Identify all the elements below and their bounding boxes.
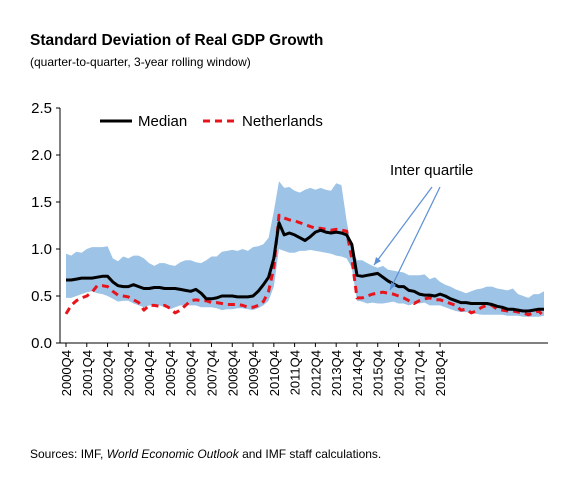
legend-median-label: Median — [138, 113, 187, 130]
interquartile-band — [66, 181, 544, 317]
x-tick-label: 2000Q4 — [59, 350, 74, 396]
x-tick-label: 2017Q4 — [412, 350, 427, 396]
series-lines — [64, 213, 546, 318]
x-tick-label: 2016Q4 — [392, 350, 407, 396]
x-tick-labels: 2000Q4 2001Q4 2002Q4 2003Q4 2004Q4 2005Q4 2006… — [59, 343, 448, 396]
x-tick-label: 2009Q4 — [246, 350, 261, 396]
annotation-arrowhead-1 — [374, 257, 381, 265]
x-tick-label: 2015Q4 — [371, 350, 386, 396]
y-tick-label: 1.0 — [31, 241, 52, 258]
y-tick-label: 0.0 — [31, 335, 52, 352]
source-italic: World Economic Outlook — [106, 447, 239, 461]
annotation-arrowhead-2 — [390, 282, 396, 290]
legend: Median Netherlands — [100, 113, 323, 130]
chart-subtitle: (quarter-to-quarter, 3-year rolling wind… — [30, 55, 251, 69]
interquartile-annotation: Inter quartile — [373, 162, 473, 291]
x-axis: 2000Q4 2001Q4 2002Q4 2003Q4 2004Q4 2005Q4 2006… — [59, 342, 548, 396]
source-suffix: and IMF staff calculations. — [238, 447, 382, 461]
x-tick-label: 2018Q4 — [433, 350, 448, 396]
x-tick-label: 2013Q4 — [329, 350, 344, 396]
y-tick-label: 2.5 — [31, 100, 52, 117]
y-tick-label: 0.5 — [31, 288, 52, 305]
x-tick-label: 2003Q4 — [121, 350, 136, 396]
chart-title: Standard Deviation of Real GDP Growth — [30, 32, 324, 49]
annotation-arrow-2 — [389, 186, 441, 291]
x-tick-label: 2005Q4 — [163, 350, 178, 396]
x-tick-label: 2011Q4 — [288, 350, 303, 395]
netherlands-series-line — [64, 213, 546, 318]
y-tick-label: 2.0 — [31, 147, 52, 164]
x-tick-label: 2006Q4 — [184, 350, 199, 396]
median-series-line — [66, 221, 544, 313]
x-tick-label: 2012Q4 — [308, 350, 323, 396]
interquartile-band-area — [66, 181, 544, 317]
annotation-arrow-1 — [373, 186, 433, 266]
source-note: Sources: IMF, World Economic Outlook and… — [30, 447, 381, 461]
source-prefix: Sources: IMF, — [30, 447, 107, 461]
x-tick-label: 2002Q4 — [101, 350, 116, 396]
x-tick-label: 2008Q4 — [225, 350, 240, 396]
y-tick-label: 1.5 — [31, 194, 52, 211]
legend-netherlands-label: Netherlands — [242, 113, 323, 130]
x-tick-label: 2007Q4 — [204, 350, 219, 396]
y-tick-labels: 0.0 0.5 1.0 1.5 2.0 2.5 — [31, 100, 60, 352]
x-tick-label: 2010Q4 — [267, 350, 282, 396]
annotation-label: Inter quartile — [390, 162, 473, 179]
x-tick-label: 2004Q4 — [142, 350, 157, 396]
x-tick-label: 2001Q4 — [80, 350, 95, 396]
x-tick-label: 2014Q4 — [350, 350, 365, 396]
gdp-volatility-chart: 0.00.51.01.52.02.5 2000Q4 2001Q4 2002Q4 200… — [31, 100, 548, 396]
y-axis: 0.0 0.5 1.0 1.5 2.0 2.5 — [31, 100, 61, 352]
